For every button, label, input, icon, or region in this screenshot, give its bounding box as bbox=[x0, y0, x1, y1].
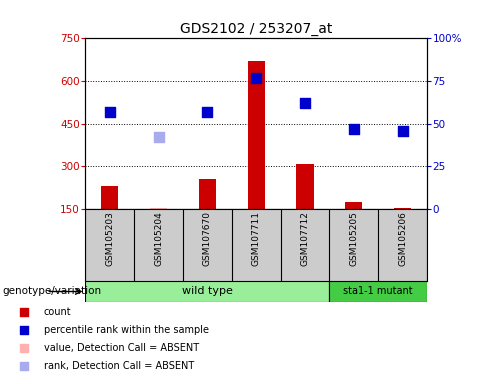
Point bbox=[203, 109, 211, 115]
Text: GSM105206: GSM105206 bbox=[398, 211, 407, 266]
Text: GSM105203: GSM105203 bbox=[105, 211, 114, 266]
Text: GSM107670: GSM107670 bbox=[203, 211, 212, 266]
Text: rank, Detection Call = ABSENT: rank, Detection Call = ABSENT bbox=[44, 361, 194, 371]
Text: genotype/variation: genotype/variation bbox=[2, 286, 102, 296]
Bar bbox=[102, 186, 118, 209]
Bar bbox=[150, 208, 167, 209]
Point bbox=[106, 109, 114, 115]
Text: value, Detection Call = ABSENT: value, Detection Call = ABSENT bbox=[44, 343, 199, 353]
Title: GDS2102 / 253207_at: GDS2102 / 253207_at bbox=[180, 22, 332, 36]
Text: GSM107712: GSM107712 bbox=[301, 211, 309, 266]
Point bbox=[399, 127, 407, 134]
Point bbox=[350, 126, 358, 132]
Point bbox=[301, 100, 309, 106]
Point bbox=[20, 363, 28, 369]
Text: GSM105205: GSM105205 bbox=[349, 211, 358, 266]
Bar bbox=[248, 61, 265, 209]
Text: count: count bbox=[44, 307, 72, 317]
Bar bbox=[199, 179, 216, 209]
Text: sta1-1 mutant: sta1-1 mutant bbox=[344, 286, 413, 296]
Point bbox=[155, 134, 163, 141]
Bar bbox=[329, 281, 427, 302]
Bar bbox=[297, 164, 313, 209]
Text: GSM105204: GSM105204 bbox=[154, 211, 163, 266]
Text: percentile rank within the sample: percentile rank within the sample bbox=[44, 325, 209, 335]
Bar bbox=[85, 281, 329, 302]
Point bbox=[20, 327, 28, 333]
Point bbox=[20, 309, 28, 315]
Point bbox=[20, 345, 28, 351]
Text: GSM107711: GSM107711 bbox=[252, 211, 261, 266]
Point bbox=[252, 74, 260, 81]
Bar bbox=[346, 202, 362, 209]
Text: wild type: wild type bbox=[182, 286, 233, 296]
